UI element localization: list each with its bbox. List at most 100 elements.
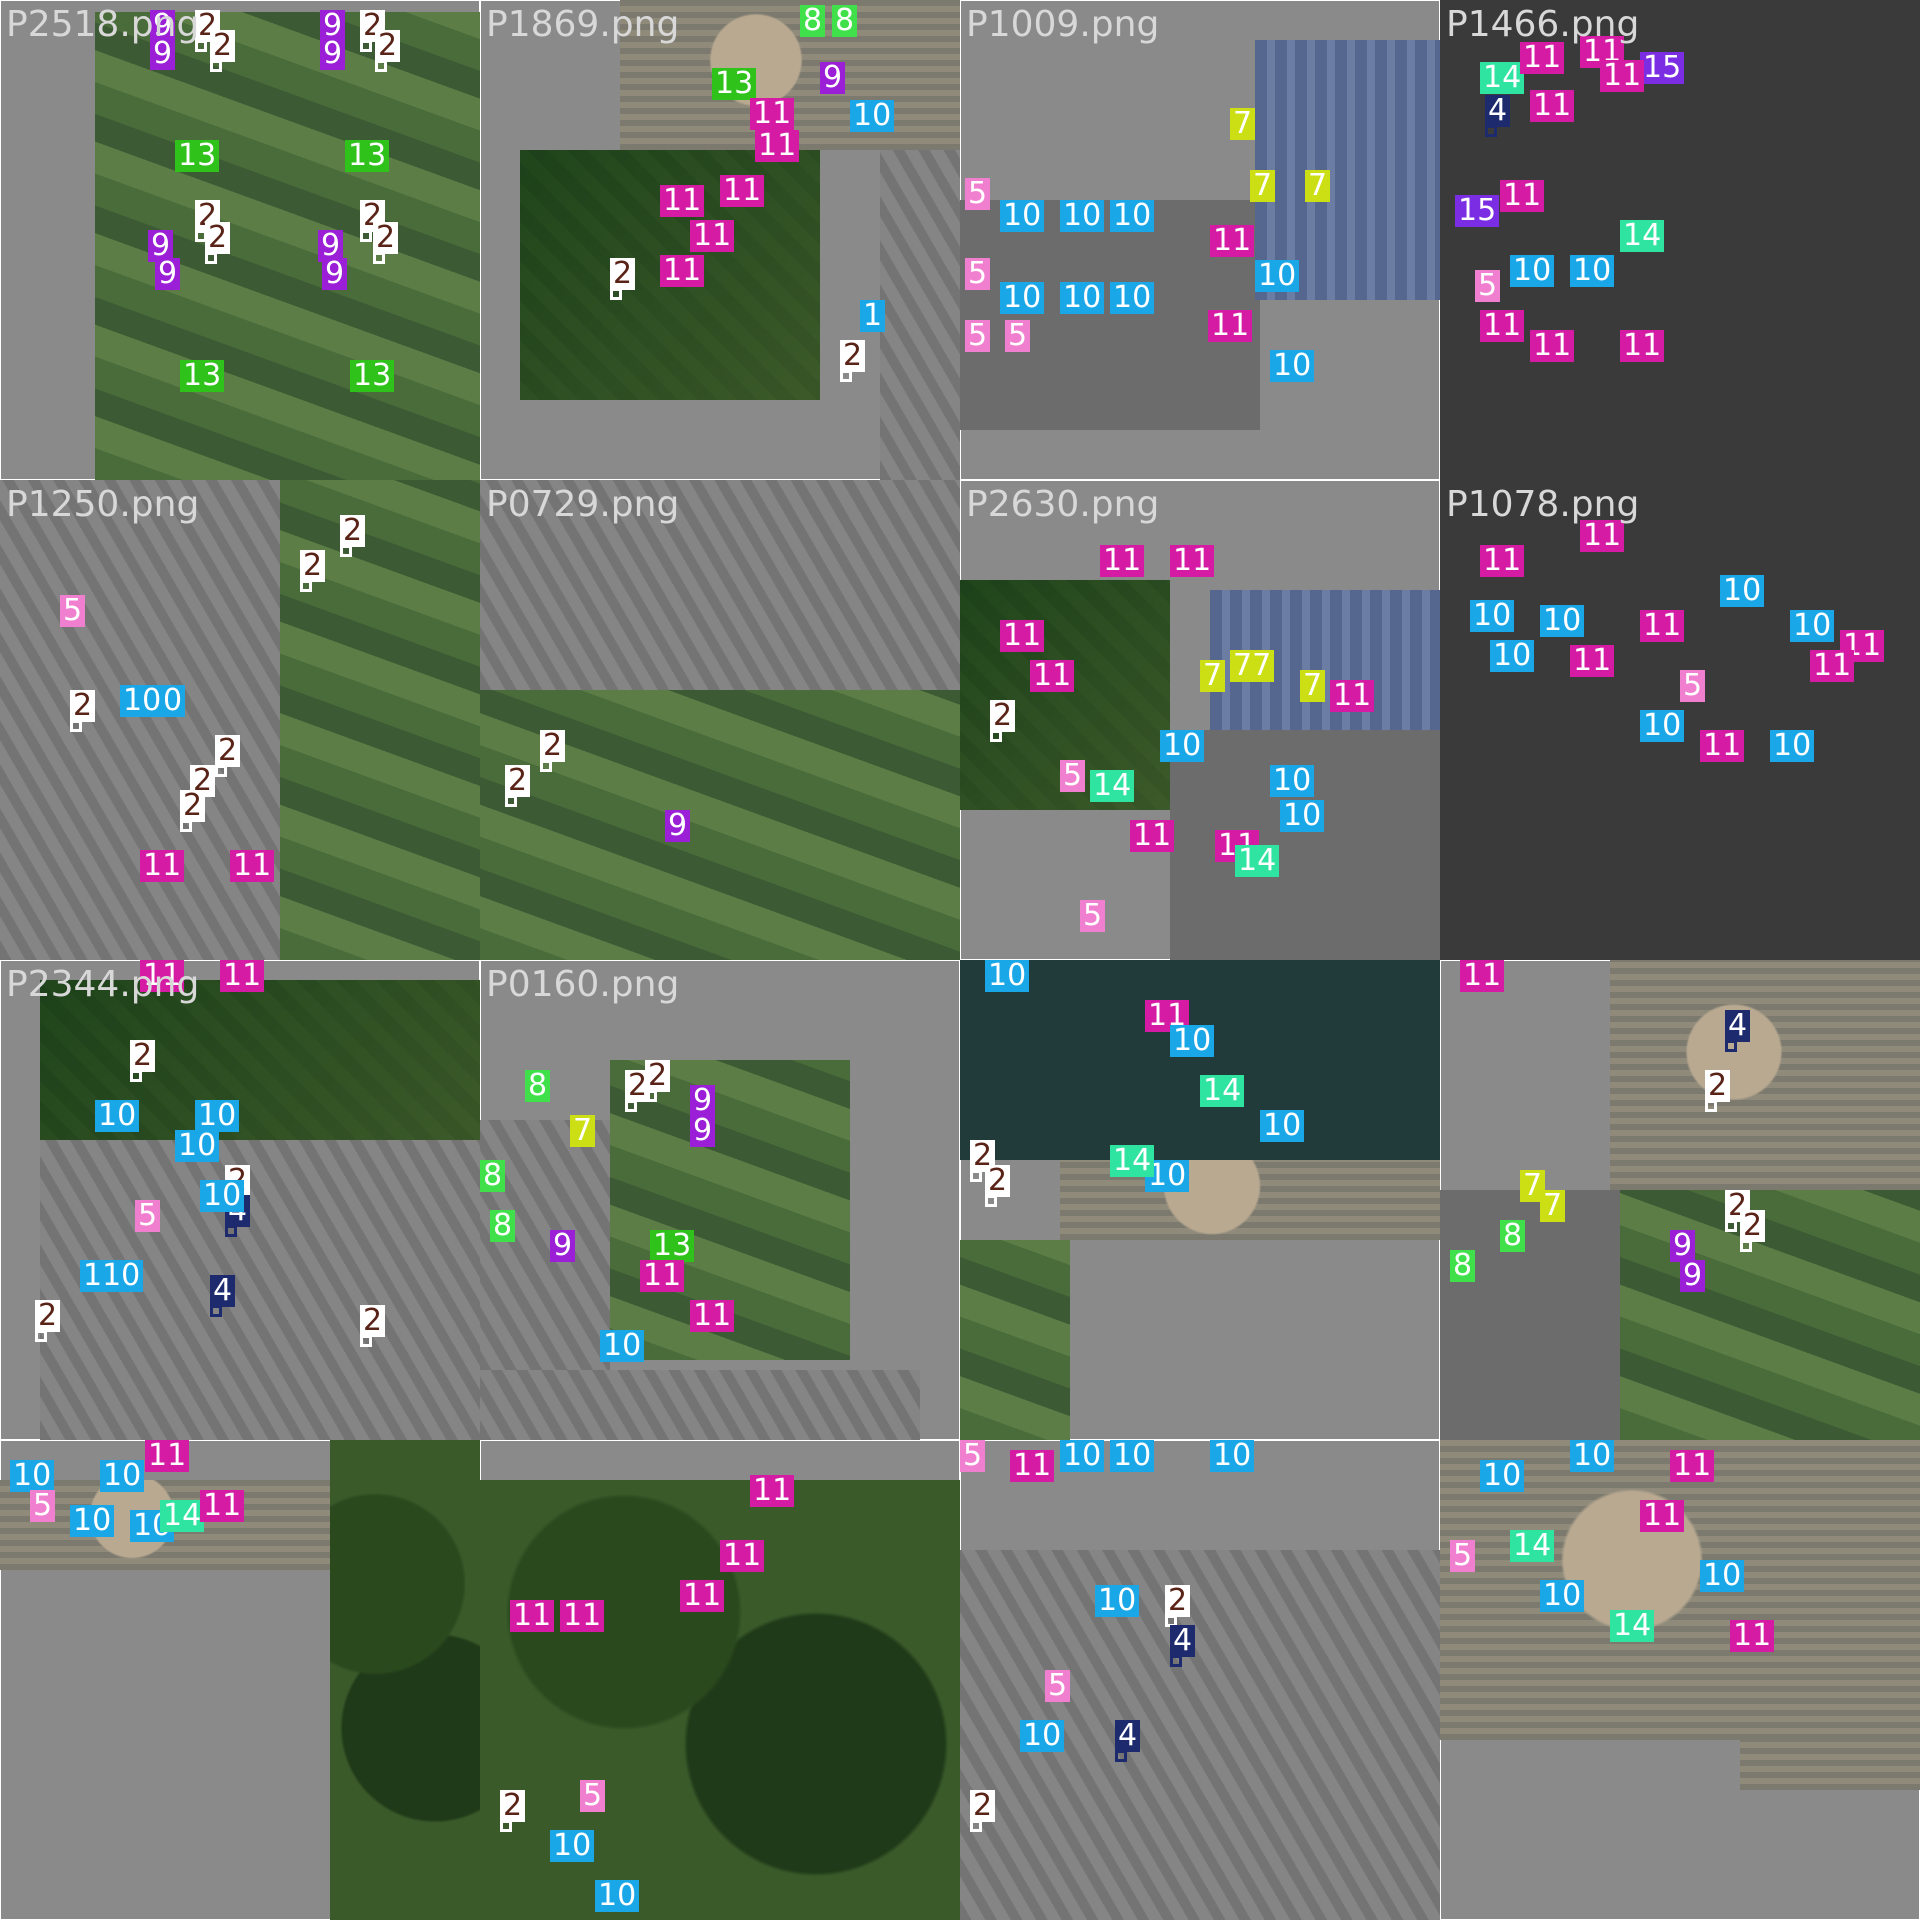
detection-label-class-10: 10 (10, 1460, 55, 1492)
detection-label-class-2: 2 (375, 30, 401, 62)
detection-label-class-2: 2 (340, 515, 366, 547)
detection-label-class-9: 9 (820, 62, 846, 94)
detection-label-class-11: 11 (1700, 730, 1745, 762)
detection-label-class-11: 11 (750, 1475, 795, 1507)
detection-label-class-11: 11 (200, 1490, 245, 1522)
satellite-image-region (960, 960, 1440, 1160)
detection-label-class-7: 7 (570, 1115, 596, 1147)
detection-label-class-11: 11 (510, 1600, 555, 1632)
detection-label-class-11: 11 (1500, 180, 1545, 212)
detection-label-class-10: 10 (1540, 1580, 1585, 1612)
detection-label-class-14: 14 (1510, 1530, 1555, 1562)
detection-label-class-10: 10 (1770, 730, 1815, 762)
detection-label-class-10: 10 (1060, 282, 1105, 314)
detection-label-class-10: 10 (1640, 710, 1685, 742)
detection-label-class-2: 2 (625, 1070, 651, 1102)
detection-label-class-14: 14 (1090, 770, 1135, 802)
detection-label-class-11: 11 (720, 175, 765, 207)
detection-label-class-9: 9 (320, 10, 346, 42)
detection-label-class-10: 10 (985, 960, 1030, 992)
detection-label-class-11: 11 (1480, 310, 1525, 342)
detection-label-class-11: 11 (1580, 520, 1625, 552)
detection-label-class-9: 9 (690, 1115, 716, 1147)
tile-filename: P2344.png (6, 964, 200, 1005)
tile-1: P2518.png 9 9 2 2 9 9 2 2 13 13 2 2 2 2 9 9 9 9 13 13 (0, 0, 480, 480)
detection-label-class-5: 5 (1680, 670, 1706, 702)
detection-label-class-10: 10 (1790, 610, 1835, 642)
detection-label-class-14: 14 (1480, 62, 1525, 94)
tile-12: 11 4 2 7 7 8 8 2 2 9 9 (1440, 960, 1920, 1440)
tile-5: P1250.png 2 2 5 2 10 0 2 2 2 11 11 (0, 480, 480, 960)
satellite-image-region (1255, 40, 1440, 300)
tile-6: P0729.png 2 2 9 (480, 480, 960, 960)
detection-label-class-10: 10 (1490, 640, 1535, 672)
detection-label-class-9: 9 (150, 10, 176, 42)
detection-label-class-13: 13 (175, 140, 220, 172)
detection-label-class-11: 11 (1640, 1500, 1685, 1532)
detection-label-class-2: 2 (70, 690, 96, 722)
detection-label-class-10: 10 (195, 1100, 240, 1132)
detection-label-class-14: 14 (1620, 220, 1665, 252)
detection-label-class-5: 5 (1080, 900, 1106, 932)
detection-label-class-4: 4 (1485, 95, 1511, 127)
detection-label-class-9: 9 (322, 258, 348, 290)
tile-filename: P0729.png (486, 484, 680, 525)
detection-label-class-2: 2 (210, 30, 236, 62)
detection-label-class-10: 10 (1110, 1440, 1155, 1472)
detection-label-class-11: 11 (1640, 610, 1685, 642)
detection-label-class-10: 10 (1700, 1560, 1745, 1592)
detection-label-class-2: 2 (505, 765, 531, 797)
detection-label-class-7: 7 (1305, 170, 1331, 202)
detection-label-class-9: 9 (155, 258, 181, 290)
detection-label-class-7: 7 (1230, 108, 1256, 140)
detection-label-class-10: 10 (70, 1505, 115, 1537)
detection-label-class-10: 10 (600, 1330, 645, 1362)
detection-label-class-2: 2 (215, 735, 241, 767)
detection-label-class-11: 11 (680, 1580, 725, 1612)
detection-label-class-10: 10 (1210, 1440, 1255, 1472)
detection-label-class-15: 15 (1455, 195, 1500, 227)
detection-label-class-2: 2 (1740, 1210, 1766, 1242)
detection-label-class-5: 5 (1450, 1540, 1476, 1572)
detection-label-class-7: 7 (1520, 1170, 1546, 1202)
detection-label-class-5: 5 (135, 1200, 161, 1232)
detection-label-class-8: 8 (1500, 1220, 1526, 1252)
tile-3: P1009.png 5 10 10 10 5 10 10 10 5 5 7 7 7 11 11 10 10 (960, 0, 1440, 480)
detection-label-class-2: 2 (180, 790, 206, 822)
detection-label-class-11: 11 (1030, 660, 1075, 692)
detection-label-class-5: 5 (965, 178, 991, 210)
detection-label-class-13: 13 (650, 1230, 695, 1262)
detection-label-class-14: 14 (1200, 1075, 1245, 1107)
detection-label-class-11: 11 (1730, 1620, 1775, 1652)
detection-label-class-11: 11 (1810, 650, 1855, 682)
tile-filename: P1869.png (486, 4, 680, 45)
tile-filename: P2630.png (966, 484, 1160, 525)
detection-label-class-14: 14 (160, 1500, 205, 1532)
detection-label-class-2: 2 (1705, 1070, 1731, 1102)
detection-label-class-11: 11 (145, 1440, 190, 1472)
detection-label-class-11: 11 (1840, 630, 1885, 662)
detection-label-class-11: 11 (1210, 225, 1255, 257)
detection-label-class-5: 5 (1060, 760, 1086, 792)
tile-filename: P1466.png (1446, 4, 1640, 45)
detection-label-class-9: 9 (320, 38, 346, 70)
tile-13: 10 10 5 10 10 14 11 11 (0, 1440, 480, 1920)
satellite-image-region (330, 1440, 480, 1920)
detection-label-class-14: 14 (1110, 1145, 1155, 1177)
detection-label-class-8: 8 (1450, 1250, 1476, 1282)
detection-label-class-4: 4 (210, 1275, 236, 1307)
detection-label-class-8: 8 (490, 1210, 516, 1242)
detection-label-class-5: 5 (30, 1490, 56, 1522)
detection-label-class-2: 2 (990, 700, 1016, 732)
detection-label-class-13: 13 (345, 140, 390, 172)
detection-label-class-8: 8 (525, 1070, 551, 1102)
detection-label-class-9: 9 (148, 230, 174, 262)
detection-label-class-10: 10 (850, 100, 895, 132)
detection-label-class-13: 13 (180, 360, 225, 392)
tile-filename: P2518.png (6, 4, 200, 45)
detection-label-class-11: 11 (1530, 330, 1575, 362)
detection-label-class-10: 10 (1270, 350, 1315, 382)
detection-label-class-10: 10 (1480, 1460, 1525, 1492)
detection-label-class-11: 11 (1100, 545, 1145, 577)
detection-label-class-10: 10 (595, 1880, 640, 1912)
